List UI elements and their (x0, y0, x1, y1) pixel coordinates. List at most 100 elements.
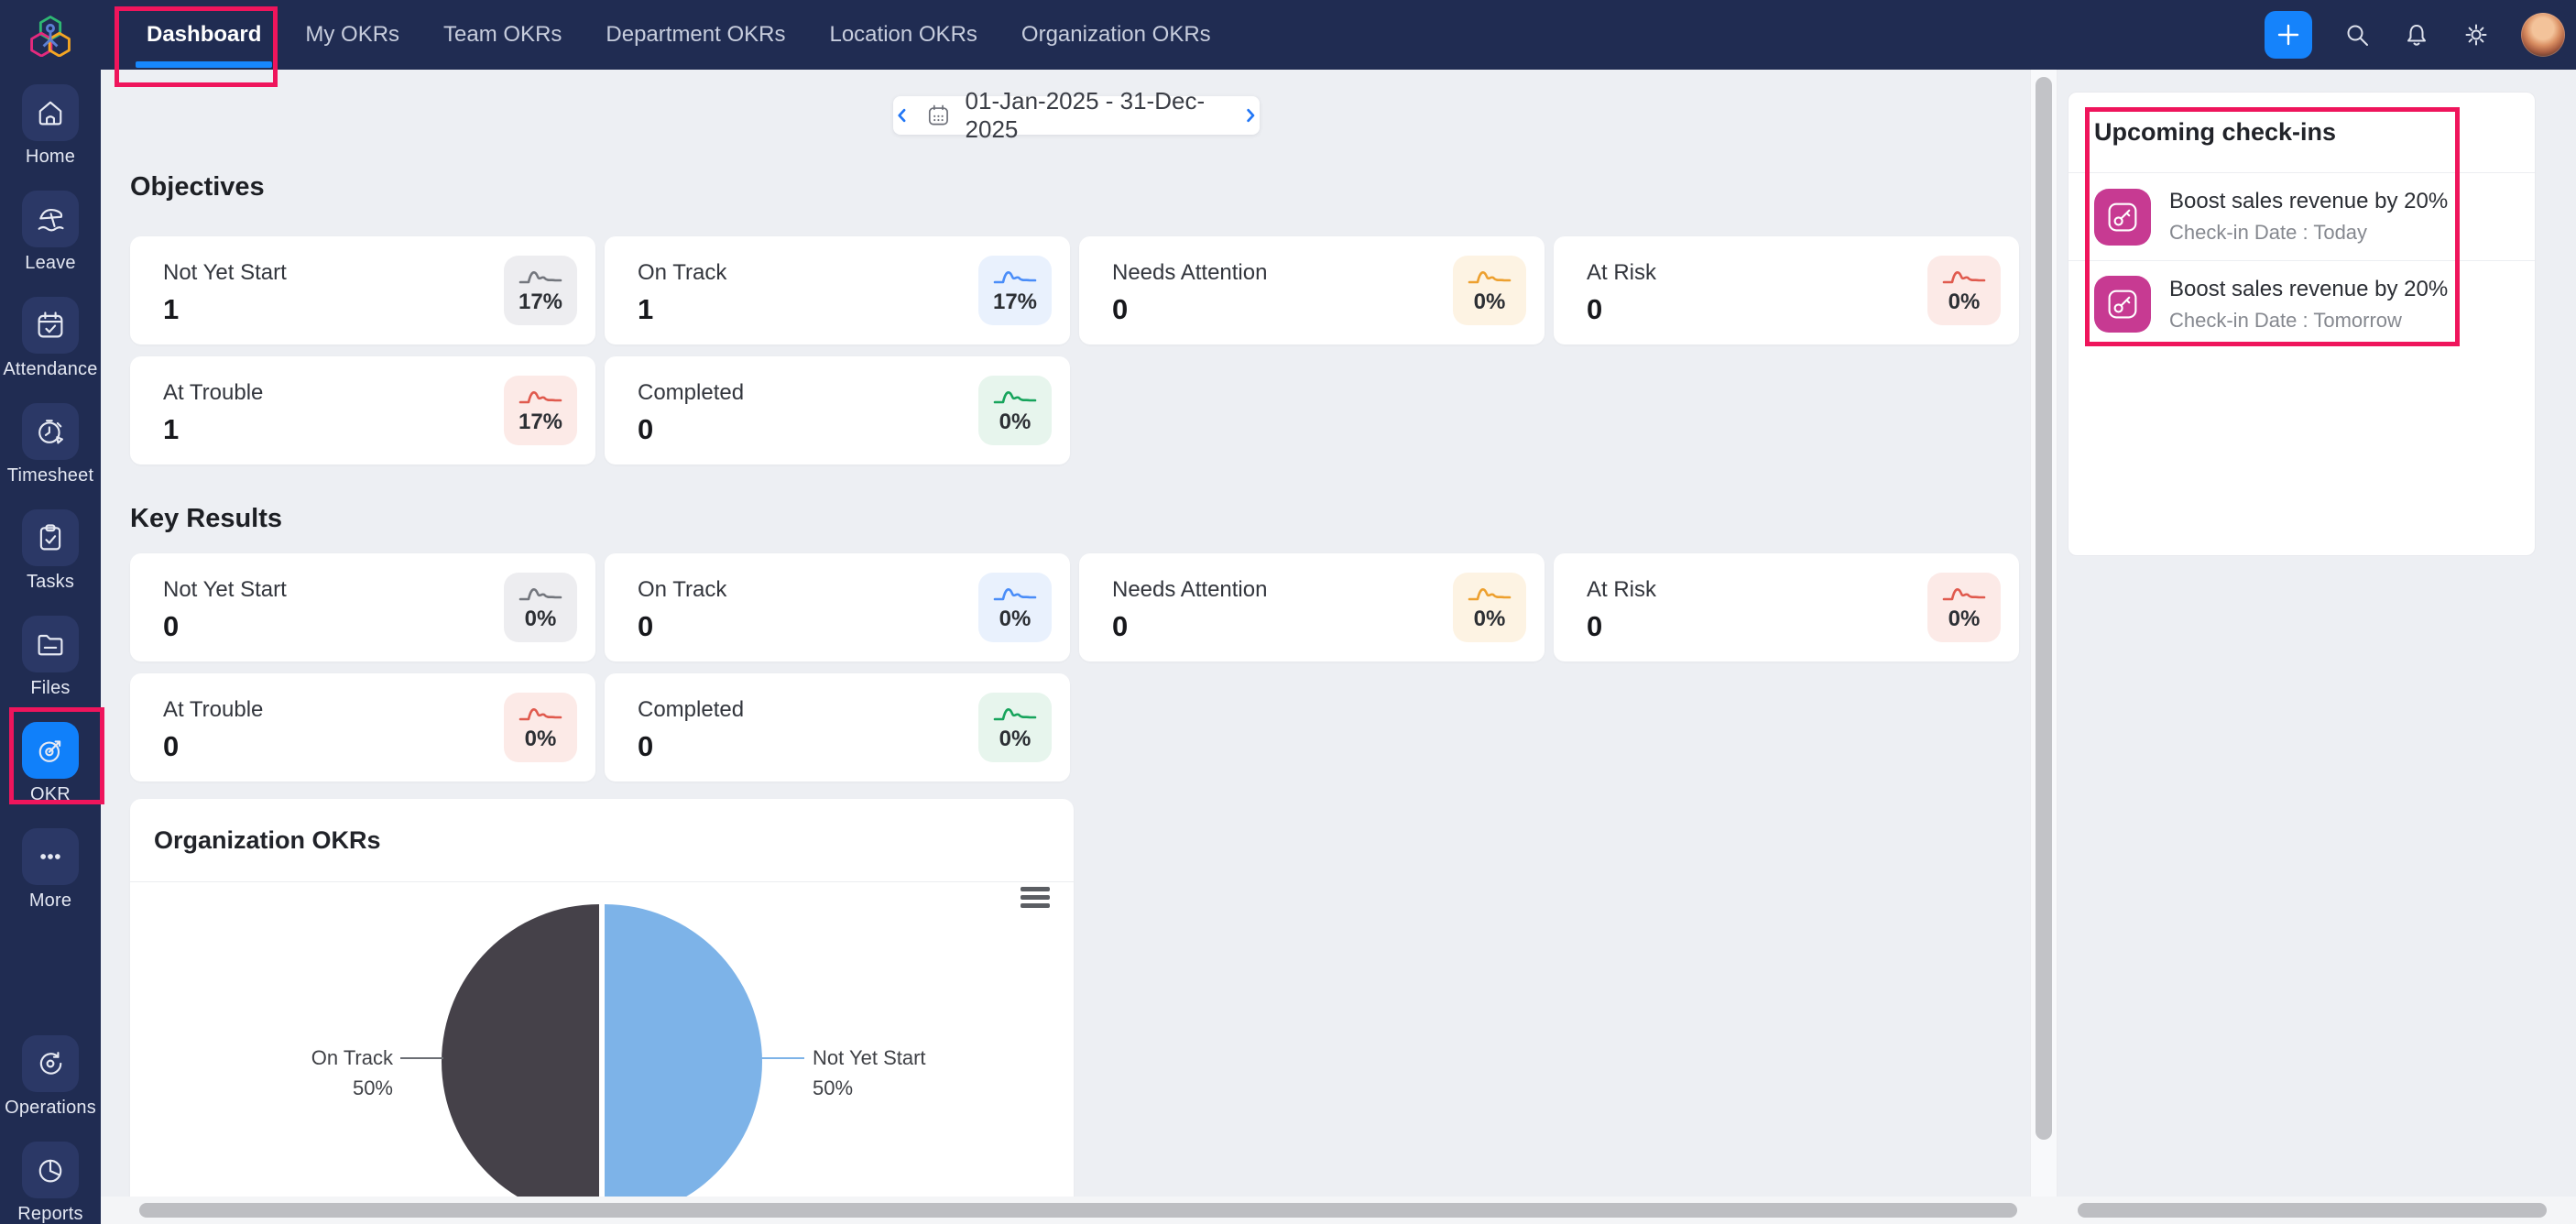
status-percent: 17% (992, 290, 1038, 314)
vertical-scrollbar-thumb[interactable] (2036, 77, 2052, 1140)
trend-chip: 0% (978, 376, 1052, 445)
checkin-date: Check-in Date : Tomorrow (2169, 308, 2402, 332)
sidebar-item-timesheet[interactable]: Timesheet (0, 388, 101, 495)
tab-label: Department OKRs (606, 22, 786, 47)
key-result-card-completed[interactable]: Completed 0 0% (605, 673, 1070, 781)
organization-okrs-title: Organization OKRs (154, 825, 381, 854)
key-result-card-on-track[interactable]: On Track 0 0% (605, 553, 1070, 661)
date-range-label: 01-Jan-2025 - 31-Dec-2025 (965, 87, 1206, 143)
objective-card-needs-attention[interactable]: Needs Attention 0 0% (1079, 236, 1545, 344)
sidebar-item-more[interactable]: More (0, 814, 101, 920)
status-count: 1 (163, 293, 180, 325)
checkin-item-text: Boost sales revenue by 20% Check-in Date… (2169, 277, 2448, 333)
tab-label: My OKRs (305, 22, 400, 47)
sparkline-icon (993, 391, 1037, 404)
sidebar-item-reports[interactable]: Reports (0, 1127, 101, 1224)
key-result-card-needs-attention[interactable]: Needs Attention 0 0% (1079, 553, 1545, 661)
sidebar-item-label: Leave (25, 253, 76, 273)
tab-department-okrs[interactable]: Department OKRs (606, 0, 785, 70)
top-actions (2265, 11, 2576, 59)
date-range-picker[interactable]: 01-Jan-2025 - 31-Dec-2025 (893, 87, 1260, 143)
sidebar-item-tasks[interactable]: Tasks (0, 495, 101, 601)
objective-card-not-yet-start[interactable]: Not Yet Start 1 17% (130, 236, 595, 344)
gear-icon[interactable] (2461, 20, 2491, 49)
checkin-item-text: Boost sales revenue by 20% Check-in Date… (2169, 189, 2448, 245)
sidebar-item-label: Tasks (26, 572, 75, 592)
main-content: 01-Jan-2025 - 31-Dec-2025 Objectives Not… (101, 70, 2576, 1224)
status-percent: 0% (524, 727, 557, 751)
sidebar-item-leave[interactable]: Leave (0, 176, 101, 282)
horizontal-scrollbar-thumb-panel[interactable] (2078, 1203, 2547, 1218)
pie-slice-on-track[interactable] (442, 904, 599, 1219)
app-logo[interactable] (0, 0, 101, 70)
top-nav: Dashboard My OKRs Team OKRs Department O… (101, 0, 2576, 70)
status-percent: 0% (999, 410, 1031, 434)
status-count: 0 (1587, 610, 1603, 642)
add-button[interactable] (2265, 11, 2312, 59)
plus-icon (2277, 24, 2299, 46)
status-label: On Track (638, 577, 727, 602)
search-icon[interactable] (2342, 20, 2372, 49)
key-result-card-at-trouble[interactable]: At Trouble 0 0% (130, 673, 595, 781)
tab-organization-okrs[interactable]: Organization OKRs (1021, 0, 1211, 70)
key-result-card-not-yet-start[interactable]: Not Yet Start 0 0% (130, 553, 595, 661)
status-label: Not Yet Start (163, 260, 287, 285)
chevron-left-icon[interactable] (893, 105, 911, 126)
horizontal-scrollbar-thumb-main[interactable] (139, 1203, 2017, 1218)
trend-chip: 17% (504, 376, 577, 445)
sparkline-icon (1468, 588, 1512, 601)
tab-label: Dashboard (147, 22, 262, 47)
status-count: 1 (638, 293, 654, 325)
trend-chip: 0% (1453, 573, 1526, 642)
upcoming-checkins-header: Upcoming check-ins (2068, 93, 2535, 173)
bell-icon[interactable] (2402, 20, 2431, 49)
tab-label: Team OKRs (443, 22, 562, 47)
objective-card-on-track[interactable]: On Track 1 17% (605, 236, 1070, 344)
sidebar-item-operations[interactable]: Operations (0, 1021, 101, 1127)
objective-card-at-risk[interactable]: At Risk 0 0% (1554, 236, 2019, 344)
trend-chip: 17% (504, 256, 577, 325)
pie-slice-not-yet-start[interactable] (605, 904, 762, 1219)
people-hexagon-logo-icon (30, 16, 71, 57)
sparkline-icon (1468, 271, 1512, 284)
objective-card-completed[interactable]: Completed 0 0% (605, 356, 1070, 464)
tab-dashboard[interactable]: Dashboard (135, 0, 273, 70)
org-okrs-pie-chart[interactable]: On Track 50% Not Yet Start 50% (130, 882, 1074, 1224)
tab-my-okrs[interactable]: My OKRs (305, 0, 399, 70)
sidebar-item-attendance[interactable]: Attendance (0, 282, 101, 388)
status-label: Needs Attention (1112, 260, 1268, 285)
pie-value-not-yet-start: 50% (813, 1076, 853, 1099)
tab-team-okrs[interactable]: Team OKRs (443, 0, 562, 70)
key-result-card-at-risk[interactable]: At Risk 0 0% (1554, 553, 2019, 661)
reports-pie-icon (38, 1159, 62, 1183)
checkin-item-tomorrow[interactable]: Boost sales revenue by 20% Check-in Date… (2068, 260, 2535, 347)
checkin-date: Check-in Date : Today (2169, 221, 2368, 244)
sidebar-nav: Home Leave Attendance (0, 70, 101, 920)
chart-menu-icon[interactable] (1021, 887, 1050, 912)
sidebar-item-label: More (28, 891, 72, 911)
trend-chip: 0% (1927, 573, 2001, 642)
status-count: 1 (163, 413, 180, 445)
chevron-right-icon[interactable] (1241, 105, 1260, 126)
status-label: Not Yet Start (163, 577, 287, 602)
sidebar-item-label: Attendance (3, 359, 98, 379)
status-label: At Trouble (163, 697, 264, 722)
objective-card-at-trouble[interactable]: At Trouble 1 17% (130, 356, 595, 464)
status-percent: 0% (1473, 607, 1506, 631)
status-count: 0 (638, 730, 654, 762)
status-label: On Track (638, 260, 727, 285)
sidebar-item-okr[interactable]: OKR (0, 707, 101, 814)
sidebar-item-home[interactable]: Home (0, 70, 101, 176)
sidebar-item-files[interactable]: Files (0, 601, 101, 707)
sidebar-item-label: Home (25, 147, 76, 167)
sparkline-icon (518, 588, 562, 601)
status-label: Completed (638, 697, 745, 722)
trend-chip: 0% (978, 693, 1052, 762)
tab-location-okrs[interactable]: Location OKRs (829, 0, 977, 70)
user-avatar[interactable] (2521, 13, 2565, 57)
organization-okrs-panel: Organization OKRs On Track 50% Not Yet S… (130, 799, 1074, 1224)
checkin-item-today[interactable]: Boost sales revenue by 20% Check-in Date… (2068, 173, 2535, 260)
sparkline-icon (993, 588, 1037, 601)
tasks-clipboard-icon (39, 524, 61, 551)
sidebar-item-label: Operations (5, 1098, 96, 1118)
